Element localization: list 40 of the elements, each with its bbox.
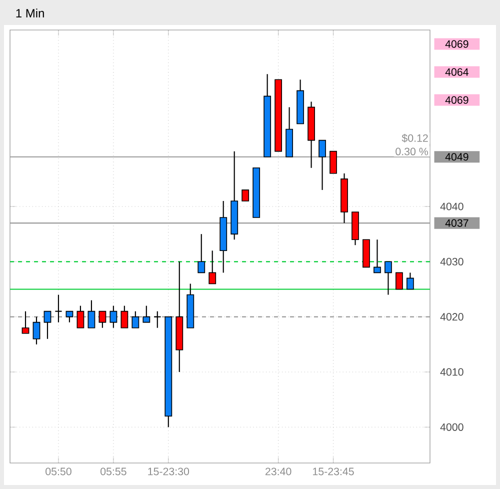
text: 4069 [445, 96, 468, 104]
x-tick-label: 05:55 [100, 468, 126, 476]
candlestick [132, 310, 140, 328]
y-tick-label: 4000 [440, 423, 464, 431]
candlestick [208, 250, 216, 284]
text: 4069 [445, 40, 468, 48]
ref-line-label: 4049 [445, 153, 468, 161]
annotation: 0.30 % [396, 148, 428, 156]
candlestick [142, 305, 150, 323]
candlestick [396, 272, 403, 290]
candlestick [98, 310, 106, 328]
candlestick [242, 190, 250, 202]
candlestick [406, 272, 414, 290]
candlestick [120, 305, 128, 328]
chart-title: 1 Min [16, 8, 44, 18]
candlestick [374, 239, 381, 274]
candlestick [22, 310, 30, 334]
candlestick [384, 261, 392, 296]
candlestick [154, 310, 162, 328]
candlestick [76, 305, 84, 328]
candlestick [54, 294, 62, 323]
candlestick [88, 300, 96, 328]
annotation: $0.12 [402, 134, 428, 142]
y-tick-label: 4010 [440, 368, 464, 376]
x-tick-label: 15-23:30 [148, 468, 190, 476]
text: 4064 [445, 68, 468, 76]
y-tick-label: 4020 [440, 313, 464, 321]
candlestick [32, 316, 40, 345]
x-tick-label: 05:50 [46, 468, 72, 476]
candlestick [66, 310, 74, 323]
x-tick-label: 15-23:45 [313, 468, 354, 476]
candlestick [318, 140, 326, 190]
candlestick [110, 305, 118, 328]
candlestick [198, 234, 206, 274]
x-tick-label: 23:40 [266, 468, 292, 476]
ref-line-label: 4037 [445, 219, 468, 227]
candlestick [44, 310, 52, 340]
y-tick-label: 4040 [440, 202, 464, 210]
y-tick-label: 4030 [440, 258, 464, 266]
candlestick [330, 150, 337, 174]
